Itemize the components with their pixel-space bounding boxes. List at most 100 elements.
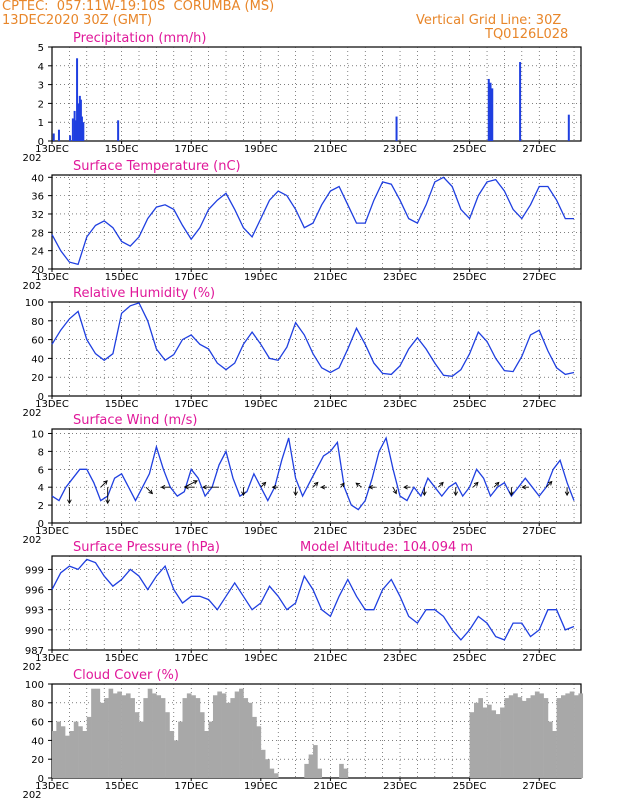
cloud-bar <box>552 731 557 778</box>
x-tick-label: 17DEC <box>174 526 208 537</box>
x-tick-label: 19DEC <box>244 781 278 792</box>
panel-title: Precipitation (mm/h) <box>73 31 206 46</box>
x-tick-label: 17DEC <box>174 781 208 792</box>
x-tick-label: 23DEC <box>383 653 417 664</box>
x-tick-label: 27DEC <box>522 781 556 792</box>
precip-bar <box>57 129 60 141</box>
cloud-bar <box>508 695 514 778</box>
x-tick-label: 23DEC <box>383 526 417 537</box>
wind-arrow-head <box>340 482 345 488</box>
cloud-bar <box>526 698 531 778</box>
cloud-bar <box>273 773 279 778</box>
cloud-bar <box>265 759 270 778</box>
cloud-bar <box>543 698 549 778</box>
cloud-bar <box>65 735 70 778</box>
cloud-bar <box>317 768 323 778</box>
x-tick-label: 13DEC <box>35 144 69 155</box>
wind-arrow-head <box>422 491 427 497</box>
cloud-bar <box>56 721 62 778</box>
wind-arrow-head <box>293 491 298 497</box>
wind-arrow-head <box>193 480 198 485</box>
precip-bar <box>78 95 81 141</box>
y-tick-label: 1 <box>38 118 44 129</box>
cloud-bar <box>152 693 157 778</box>
x-tick-label: 19DEC <box>244 144 278 155</box>
panel-frame <box>51 428 582 524</box>
cloud-bar <box>86 716 92 778</box>
wind-arrow-head <box>439 481 444 487</box>
y-tick-label: 0 <box>38 774 44 785</box>
cloud-bar <box>169 731 175 778</box>
cloud-bar <box>269 768 275 778</box>
cloud-bar <box>256 726 262 778</box>
x-tick-label: 23DEC <box>383 272 417 283</box>
wind-arrow-head <box>564 491 570 497</box>
cloud-bar <box>221 693 227 778</box>
x-tick-label: 13DEC <box>35 272 69 283</box>
wind-arrow <box>145 486 153 494</box>
wind-arrow-head <box>403 484 408 490</box>
x-tick-label: 27DEC <box>522 144 556 155</box>
y-tick-label: 100 <box>25 680 44 691</box>
wind-arrow-head <box>473 481 479 487</box>
cloud-bar <box>230 698 236 778</box>
precip-bar <box>489 82 492 141</box>
x-tick-label: 25DEC <box>453 272 487 283</box>
series-line <box>51 176 574 266</box>
precip-bar <box>52 133 55 141</box>
wind-arrow-head <box>453 491 459 497</box>
y-tick-label: 20 <box>31 265 44 276</box>
panel-wind: 0 2 4 6 8 10 13DEC 15DEC 17DEC 19DEC 21DEC 23DEC 25D… <box>22 413 582 546</box>
precip-bar <box>395 116 398 141</box>
x-year-fragment: 202 <box>22 535 41 546</box>
y-tick-label: 993 <box>25 606 44 617</box>
cloud-bar <box>252 716 257 778</box>
x-tick-label: 21DEC <box>314 272 348 283</box>
cloud-bar <box>343 768 349 778</box>
x-tick-label: 13DEC <box>35 653 69 664</box>
x-tick-label: 23DEC <box>383 781 417 792</box>
x-tick-label: 25DEC <box>453 781 487 792</box>
wind-arrow-head <box>547 480 553 486</box>
y-tick-label: 0 <box>38 519 44 530</box>
precip-bar <box>73 110 76 141</box>
x-tick-label: 27DEC <box>522 653 556 664</box>
wind-arrow <box>545 481 553 488</box>
y-tick-label: 40 <box>31 736 44 747</box>
wind-arrow-head <box>509 491 514 497</box>
x-tick-label: 15DEC <box>105 653 139 664</box>
cloud-bar <box>73 721 79 778</box>
panel-cloud: 0 20 40 60 80 100 13DEC 15DEC 17DEC 19DEC 21DEC 23D… <box>22 668 584 800</box>
wind-arrow-head <box>320 484 326 490</box>
x-tick-label: 15DEC <box>105 781 139 792</box>
panel-rh: 0 20 40 60 80 100 13DEC 15DEC 17DEC 19DEC 21DEC 23D… <box>22 286 582 419</box>
cloud-bar <box>247 702 253 778</box>
panel-title: Surface Pressure (hPa) <box>73 540 220 555</box>
y-tick-label: 0 <box>38 137 44 148</box>
y-tick-label: 36 <box>31 192 44 203</box>
cloud-bar <box>195 698 201 778</box>
cloud-bar <box>313 745 318 778</box>
x-tick-label: 25DEC <box>453 526 487 537</box>
y-tick-label: 4 <box>38 483 44 494</box>
y-tick-label: 32 <box>31 210 44 221</box>
precip-bar <box>519 62 522 141</box>
x-tick-label: 21DEC <box>314 653 348 664</box>
x-tick-label: 19DEC <box>244 272 278 283</box>
wind-arrow-head <box>271 484 277 490</box>
panel-title: Cloud Cover (%) <box>73 668 179 683</box>
cloud-bar <box>134 712 140 778</box>
y-tick-label: 20 <box>31 373 44 384</box>
x-tick-label: 15DEC <box>105 399 139 410</box>
panel-frame <box>51 174 582 270</box>
y-tick-label: 2 <box>38 501 44 512</box>
cloud-bar <box>578 693 584 778</box>
wind-arrow-head <box>241 491 246 497</box>
panel-precip: 0 1 2 3 4 5 13DEC 15DEC 17DEC 19DEC 21DEC 23DEC 25DE… <box>22 31 582 164</box>
header-run-date: 13DEC2020 30Z (GMT) <box>2 13 153 28</box>
y-tick-label: 996 <box>25 586 44 597</box>
cloud-bar <box>539 693 544 778</box>
cloud-bar <box>234 691 240 778</box>
x-tick-label: 25DEC <box>453 653 487 664</box>
cloud-bar <box>104 698 109 778</box>
